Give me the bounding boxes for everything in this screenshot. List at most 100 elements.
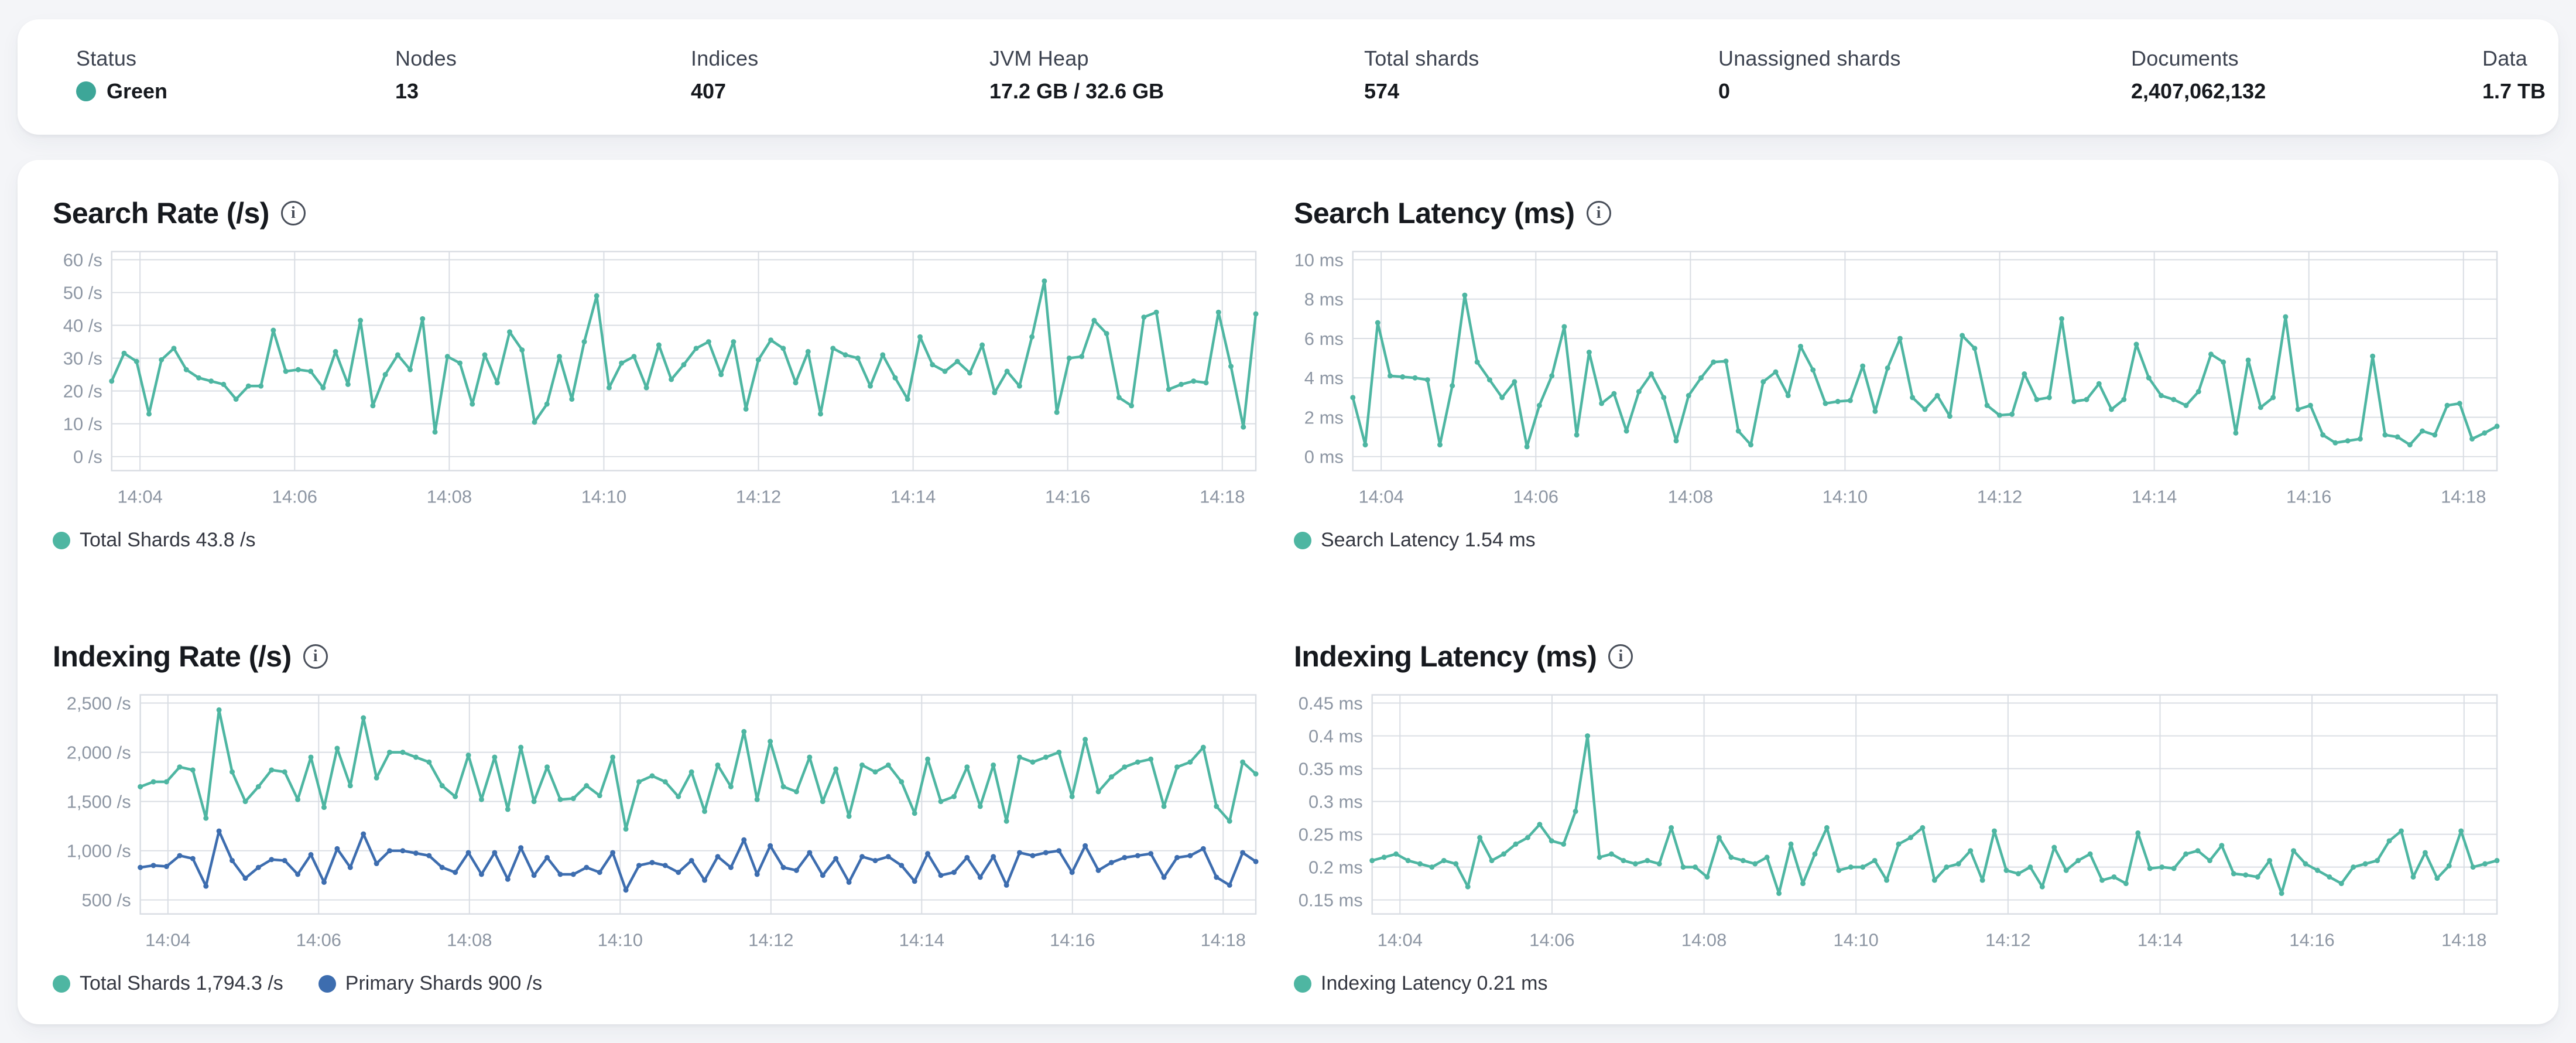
svg-text:0.45 ms: 0.45 ms <box>1299 693 1363 713</box>
stat-documents: Documents 2,407,062,132 <box>2131 45 2482 105</box>
svg-text:14:08: 14:08 <box>447 929 492 950</box>
svg-text:14:10: 14:10 <box>598 929 643 950</box>
svg-text:14:10: 14:10 <box>581 486 626 507</box>
svg-text:6 ms: 6 ms <box>1304 329 1344 349</box>
svg-text:0.2 ms: 0.2 ms <box>1308 857 1363 878</box>
svg-text:10 /s: 10 /s <box>63 414 102 435</box>
stat-nodes: Nodes 13 <box>395 45 691 105</box>
stat-value: 1.7 TB <box>2482 79 2546 103</box>
indexing-latency-chart[interactable]: 0.15 ms 0.2 ms 0.25 ms 0.3 ms 0.35 ms 0.4 ms 0… <box>1294 689 2503 959</box>
stat-label: Data <box>2482 46 2527 70</box>
stat-value: 2,407,062,132 <box>2131 79 2266 103</box>
svg-text:4 ms: 4 ms <box>1304 368 1344 388</box>
indexing-rate-chart[interactable]: 500 /s 1,000 /s 1,500 /s 2,000 /s 2,500 /s 14… <box>53 689 1262 959</box>
stat-jvm-heap: JVM Heap 17.2 GB / 32.6 GB <box>989 45 1364 105</box>
stat-label: Unassigned shards <box>1718 46 1901 70</box>
svg-text:14:14: 14:14 <box>890 486 936 507</box>
stat-value: 13 <box>395 79 419 103</box>
indexing-rate-legend: Total Shards 1,794.3 /s Primary Shards 90… <box>53 972 1262 995</box>
svg-text:0.3 ms: 0.3 ms <box>1308 792 1363 812</box>
search-latency-chart[interactable]: 0 ms 2 ms 4 ms 6 ms 8 ms 10 ms 14:04 14:06 14:08… <box>1294 245 2503 516</box>
cluster-summary-bar: Status Green Nodes 13 Indices 407 JVM He… <box>18 19 2558 135</box>
stat-value: 407 <box>691 79 727 103</box>
svg-text:0.15 ms: 0.15 ms <box>1299 890 1363 911</box>
svg-text:14:10: 14:10 <box>1823 486 1868 507</box>
chart-block-indexing-rate: Indexing Rate (/s) 500 /s 1,000 /s 1,500 /… <box>53 640 1262 995</box>
stat-value: 17.2 GB / 32.6 GB <box>989 79 1164 103</box>
svg-text:14:16: 14:16 <box>1050 929 1095 950</box>
search-latency-legend: Search Latency 1.54 ms <box>1294 529 2503 552</box>
svg-text:500 /s: 500 /s <box>81 890 131 911</box>
stat-label: Total shards <box>1364 46 1479 70</box>
svg-text:14:14: 14:14 <box>2137 929 2183 950</box>
legend-label: Total Shards 43.8 /s <box>80 529 256 551</box>
info-icon[interactable] <box>1608 644 1633 669</box>
legend-item[interactable]: Total Shards 43.8 /s <box>53 529 256 552</box>
stat-label: JVM Heap <box>989 46 1089 70</box>
svg-text:2,000 /s: 2,000 /s <box>67 743 131 763</box>
stat-value: 0 <box>1718 79 1731 103</box>
svg-text:14:04: 14:04 <box>1378 929 1423 950</box>
chart-title-text: Indexing Latency (ms) <box>1294 640 1597 673</box>
legend-item[interactable]: Search Latency 1.54 ms <box>1294 529 1536 552</box>
svg-text:14:18: 14:18 <box>1201 929 1246 950</box>
legend-item[interactable]: Primary Shards 900 /s <box>318 972 542 995</box>
legend-dot-icon <box>1294 974 1311 993</box>
charts-grid: Search Rate (/s) 0 /s 10 /s 20 /s 30 /s 40 /… <box>53 196 2503 995</box>
svg-text:14:16: 14:16 <box>1045 486 1090 507</box>
svg-text:14:12: 14:12 <box>1985 929 2030 950</box>
chart-title-search-latency: Search Latency (ms) <box>1294 196 2503 230</box>
info-icon[interactable] <box>303 644 328 669</box>
svg-text:20 /s: 20 /s <box>63 381 102 402</box>
svg-text:14:04: 14:04 <box>145 929 190 950</box>
svg-text:50 /s: 50 /s <box>63 283 102 303</box>
svg-text:14:14: 14:14 <box>2132 486 2177 507</box>
chart-title-text: Search Rate (/s) <box>53 197 269 230</box>
chart-block-search-rate: Search Rate (/s) 0 /s 10 /s 20 /s 30 /s 40 /… <box>53 196 1262 552</box>
svg-text:14:08: 14:08 <box>1681 929 1727 950</box>
svg-text:14:16: 14:16 <box>2286 486 2331 507</box>
legend-dot-icon <box>53 974 70 993</box>
svg-text:0 /s: 0 /s <box>73 447 102 467</box>
svg-text:14:12: 14:12 <box>1977 486 2022 507</box>
legend-label: Search Latency 1.54 ms <box>1321 529 1536 551</box>
svg-text:14:06: 14:06 <box>296 929 341 950</box>
chart-title-text: Search Latency (ms) <box>1294 197 1575 230</box>
chart-block-search-latency: Search Latency (ms) 0 ms 2 ms 4 ms 6 ms 8 ms… <box>1294 196 2503 552</box>
svg-text:0.4 ms: 0.4 ms <box>1308 726 1363 747</box>
legend-item[interactable]: Total Shards 1,794.3 /s <box>53 972 283 995</box>
svg-text:2,500 /s: 2,500 /s <box>67 693 131 713</box>
svg-text:14:10: 14:10 <box>1834 929 1879 950</box>
legend-label: Indexing Latency 0.21 ms <box>1321 972 1548 994</box>
stat-label: Indices <box>691 46 759 70</box>
svg-text:10 ms: 10 ms <box>1294 249 1344 270</box>
chart-block-indexing-latency: Indexing Latency (ms) 0.15 ms 0.2 ms 0.25 … <box>1294 640 2503 995</box>
svg-text:30 /s: 30 /s <box>63 348 102 369</box>
svg-text:14:18: 14:18 <box>2441 929 2486 950</box>
svg-text:1,500 /s: 1,500 /s <box>67 792 131 812</box>
stat-status: Status Green <box>76 45 395 105</box>
svg-text:14:12: 14:12 <box>736 486 781 507</box>
svg-text:60 /s: 60 /s <box>63 249 102 270</box>
svg-text:8 ms: 8 ms <box>1304 289 1344 310</box>
legend-dot-icon <box>1294 531 1311 549</box>
svg-text:0 ms: 0 ms <box>1304 447 1344 467</box>
stat-label: Documents <box>2131 46 2239 70</box>
svg-text:14:08: 14:08 <box>1668 486 1713 507</box>
stat-indices: Indices 407 <box>691 45 989 105</box>
info-icon[interactable] <box>1586 201 1611 225</box>
search-rate-chart[interactable]: 0 /s 10 /s 20 /s 30 /s 40 /s 50 /s 60 /s 14:04 1… <box>53 245 1262 516</box>
stat-value: 574 <box>1364 79 1400 103</box>
chart-title-text: Indexing Rate (/s) <box>53 640 292 673</box>
legend-dot-icon <box>318 974 336 993</box>
legend-item[interactable]: Indexing Latency 0.21 ms <box>1294 972 1547 995</box>
legend-dot-icon <box>53 531 70 549</box>
svg-text:14:06: 14:06 <box>1529 929 1574 950</box>
svg-text:14:12: 14:12 <box>748 929 793 950</box>
info-icon[interactable] <box>280 201 306 225</box>
svg-text:14:04: 14:04 <box>117 486 162 507</box>
legend-label: Primary Shards 900 /s <box>345 972 543 994</box>
chart-title-indexing-rate: Indexing Rate (/s) <box>53 640 1262 673</box>
chart-title-search-rate: Search Rate (/s) <box>53 196 1262 230</box>
